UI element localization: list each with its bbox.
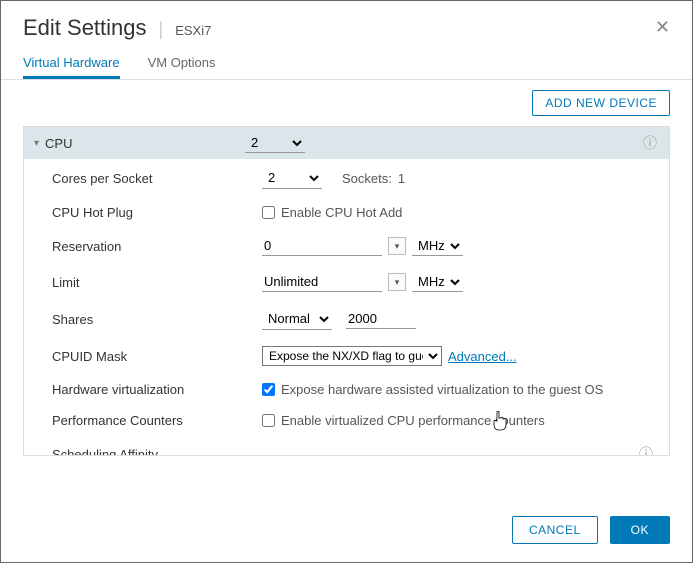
row-performance-counters: Performance Counters Enable virtualized …: [24, 405, 669, 436]
cores-select[interactable]: 2: [262, 167, 322, 189]
limit-input[interactable]: [262, 272, 382, 292]
perf-checkbox-label: Enable virtualized CPU performance count…: [281, 413, 545, 428]
hotplug-checkbox-label: Enable CPU Hot Add: [281, 205, 402, 220]
close-icon[interactable]: ✕: [655, 17, 670, 38]
reservation-input[interactable]: [262, 236, 382, 256]
cancel-button[interactable]: CANCEL: [512, 516, 598, 544]
shares-value-input[interactable]: [346, 309, 416, 329]
cpu-group-header[interactable]: ▾ CPU 2 ⓘ: [24, 127, 669, 159]
tab-vm-options[interactable]: VM Options: [148, 49, 216, 79]
dialog-subtitle: ESXi7: [175, 23, 211, 38]
row-scheduling-affinity: Scheduling Affinity ⓘ: [24, 436, 669, 456]
edit-settings-dialog: Edit Settings | ESXi7 ✕ Virtual Hardware…: [0, 0, 693, 563]
reservation-dropdown-button[interactable]: ▾: [388, 237, 406, 255]
affinity-input[interactable]: [262, 444, 402, 456]
hwvirt-checkbox-label: Expose hardware assisted virtualization …: [281, 382, 603, 397]
toolbar: ADD NEW DEVICE: [1, 80, 692, 126]
dialog-header: Edit Settings | ESXi7: [1, 1, 692, 49]
perf-label: Performance Counters: [52, 413, 262, 428]
row-limit: Limit ▾ MHz: [24, 264, 669, 300]
hwvirt-checkbox[interactable]: [262, 383, 275, 396]
cpu-label: CPU: [45, 136, 245, 151]
cpuid-advanced-link[interactable]: Advanced...: [448, 349, 517, 364]
row-cpuid-mask: CPUID Mask Expose the NX/XD flag to gues…: [24, 338, 669, 374]
cpuid-label: CPUID Mask: [52, 349, 262, 364]
dialog-title: Edit Settings: [23, 15, 147, 41]
row-shares: Shares Normal: [24, 300, 669, 338]
reservation-label: Reservation: [52, 239, 262, 254]
limit-unit-select[interactable]: MHz: [412, 272, 463, 292]
hwvirt-label: Hardware virtualization: [52, 382, 262, 397]
limit-label: Limit: [52, 275, 262, 290]
hotplug-label: CPU Hot Plug: [52, 205, 262, 220]
row-cores-per-socket: Cores per Socket 2 Sockets: 1: [24, 159, 669, 197]
info-icon[interactable]: ⓘ: [639, 444, 653, 456]
cores-label: Cores per Socket: [52, 171, 262, 186]
row-cpu-hot-plug: CPU Hot Plug Enable CPU Hot Add: [24, 197, 669, 228]
info-icon[interactable]: ⓘ: [643, 133, 657, 153]
title-separator: |: [159, 19, 164, 40]
cpu-count-select[interactable]: 2: [245, 133, 305, 153]
content-area: ▾ CPU 2 ⓘ Cores per Socket 2 Sockets: 1: [1, 126, 692, 498]
shares-label: Shares: [52, 312, 262, 327]
row-hardware-virtualization: Hardware virtualization Expose hardware …: [24, 374, 669, 405]
shares-level-select[interactable]: Normal: [262, 308, 332, 330]
tab-bar: Virtual Hardware VM Options: [1, 49, 692, 80]
hotplug-checkbox[interactable]: [262, 206, 275, 219]
sockets-value: 1: [398, 171, 405, 186]
dialog-footer: CANCEL OK: [1, 498, 692, 562]
limit-dropdown-button[interactable]: ▾: [388, 273, 406, 291]
reservation-unit-select[interactable]: MHz: [412, 236, 463, 256]
affinity-label: Scheduling Affinity: [52, 447, 262, 457]
sockets-label: Sockets:: [342, 171, 392, 186]
cpuid-mask-select[interactable]: Expose the NX/XD flag to guest: [262, 346, 442, 366]
row-reservation: Reservation ▾ MHz: [24, 228, 669, 264]
add-new-device-button[interactable]: ADD NEW DEVICE: [532, 90, 670, 116]
settings-scroll-panel[interactable]: ▾ CPU 2 ⓘ Cores per Socket 2 Sockets: 1: [23, 126, 670, 456]
tab-virtual-hardware[interactable]: Virtual Hardware: [23, 49, 120, 79]
perf-checkbox[interactable]: [262, 414, 275, 427]
chevron-down-icon: ▾: [34, 138, 39, 149]
ok-button[interactable]: OK: [610, 516, 670, 544]
